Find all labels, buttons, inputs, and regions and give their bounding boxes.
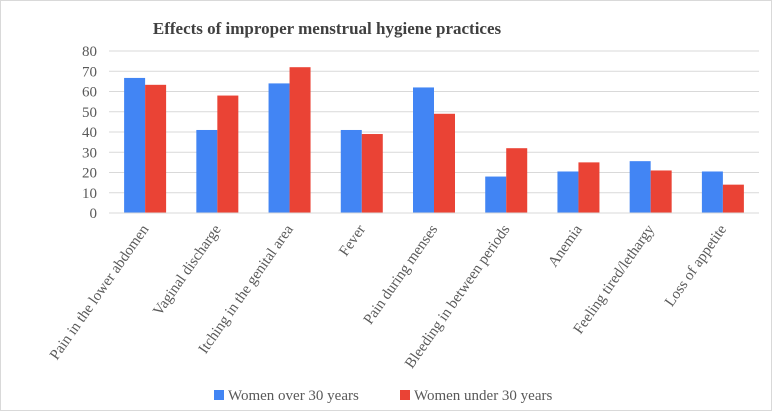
bar (268, 83, 290, 214)
bar (361, 134, 383, 213)
legend-swatch (400, 390, 410, 400)
bar (340, 129, 362, 213)
y-tick-label: 50 (82, 105, 97, 121)
bar (629, 161, 651, 213)
bar (578, 162, 600, 213)
chart-title: Effects of improper menstrual hygiene pr… (153, 19, 502, 38)
bar (506, 148, 528, 213)
y-tick-label: 70 (82, 64, 97, 80)
bar (413, 87, 434, 213)
y-tick-label: 40 (82, 125, 97, 141)
legend: Women over 30 years Women under 30 years (214, 388, 552, 404)
bar (217, 95, 239, 213)
x-category-label: Anemia (545, 222, 586, 270)
x-category-label: Loss of appetite (662, 222, 730, 310)
bar (722, 184, 744, 213)
bar (124, 77, 146, 214)
x-category-label: Fever (336, 222, 369, 259)
bar (701, 171, 723, 213)
y-tick-label: 30 (82, 145, 97, 161)
bar (196, 129, 218, 213)
legend-swatch (214, 390, 224, 400)
x-category-label: Pain during menses (361, 222, 442, 328)
bar (557, 171, 579, 213)
bar (650, 170, 672, 213)
x-category-label: Vaginal discharge (150, 222, 225, 319)
legend-label: Women under 30 years (414, 388, 552, 404)
bar (434, 113, 455, 213)
y-tick-label: 10 (82, 186, 97, 202)
y-axis-tick-labels: 0 10 20 30 40 50 60 70 80 (82, 44, 97, 222)
bar (145, 84, 167, 213)
bar (485, 176, 507, 213)
y-tick-label: 80 (82, 44, 97, 60)
y-tick-label: 60 (82, 85, 97, 101)
bars (124, 67, 744, 214)
x-category-label: Feeling tired/lethargy (571, 222, 659, 337)
legend-label: Women over 30 years (228, 388, 359, 404)
bar (289, 67, 311, 213)
y-tick-label: 0 (90, 206, 98, 222)
y-tick-label: 20 (82, 166, 97, 182)
x-category-label: Pain in the lower abdomen (47, 222, 153, 363)
